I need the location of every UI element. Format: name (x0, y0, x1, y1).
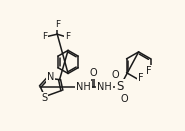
Text: O: O (121, 94, 128, 104)
Text: F: F (65, 32, 70, 41)
Text: O: O (112, 70, 119, 80)
Text: F: F (146, 66, 151, 76)
Text: S: S (41, 93, 47, 103)
Text: F: F (42, 32, 47, 41)
Text: F: F (55, 20, 60, 29)
Text: F: F (138, 73, 144, 83)
Text: NH: NH (97, 82, 112, 92)
Text: O: O (89, 68, 97, 78)
Text: NH: NH (76, 82, 91, 92)
Text: N: N (47, 72, 54, 82)
Text: S: S (116, 80, 124, 93)
